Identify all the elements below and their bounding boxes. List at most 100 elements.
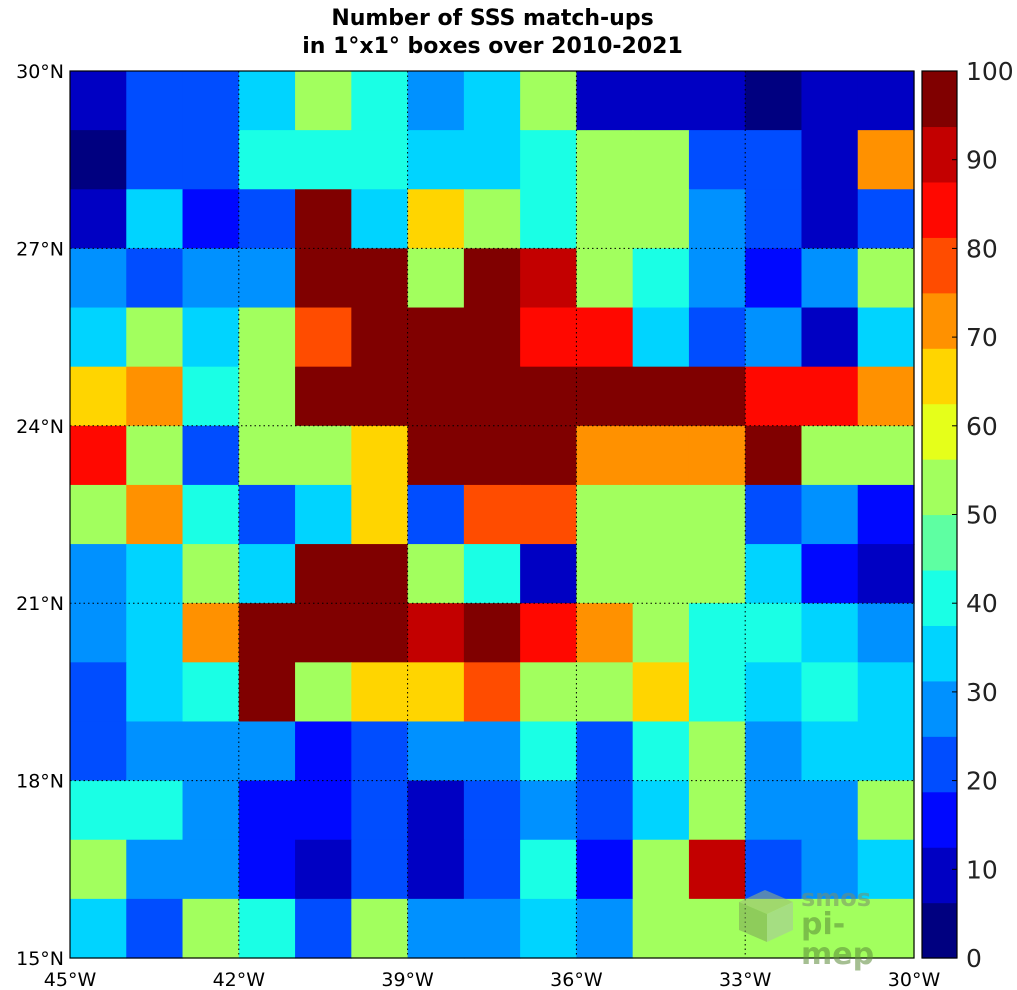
colorbar-tick-label: 60 [966, 412, 998, 441]
heatmap-cell [632, 898, 690, 959]
y-tick-label: 18°N [16, 771, 64, 793]
heatmap-cell [463, 603, 521, 663]
heatmap-cell [688, 248, 746, 309]
colorbar-tick-label: 80 [966, 234, 998, 263]
heatmap-cell [857, 248, 915, 309]
heatmap-cell [632, 425, 690, 486]
heatmap-cell [463, 130, 521, 190]
logo-text-pi-mep: pi-mep [801, 907, 875, 972]
heatmap-cell [70, 484, 127, 545]
heatmap-cell [463, 544, 521, 604]
heatmap-cell [857, 603, 915, 663]
heatmap-cell [407, 780, 465, 841]
heatmap-cell [407, 484, 465, 545]
heatmap-cell [576, 130, 634, 190]
heatmap-cell [126, 721, 184, 782]
y-tick-label: 27°N [16, 238, 64, 260]
heatmap-cell [688, 425, 746, 486]
heatmap-cell [576, 721, 634, 782]
heatmap-cell [351, 484, 409, 545]
heatmap-cell [576, 307, 634, 368]
heatmap-cell [632, 484, 690, 545]
heatmap-cell [182, 248, 240, 309]
heatmap-cell [182, 662, 240, 723]
heatmap-cell [463, 780, 521, 841]
heatmap-cell [632, 307, 690, 368]
heatmap-cell [520, 484, 577, 545]
colorbar-bin [922, 736, 957, 793]
heatmap-cell [295, 662, 352, 723]
colorbar-bin [922, 902, 957, 959]
heatmap-cell [857, 898, 915, 959]
heatmap-cell [238, 780, 296, 841]
heatmap-cell [463, 307, 521, 368]
heatmap-cell [801, 898, 859, 959]
heatmap-cell [351, 898, 409, 959]
heatmap-cell [801, 839, 859, 900]
chart-title-line-1: Number of SSS match-ups [331, 6, 654, 31]
heatmap-cell [351, 71, 409, 131]
heatmap-cell [857, 484, 915, 545]
heatmap-cell [295, 130, 352, 190]
heatmap-cell [745, 721, 803, 782]
heatmap-cell [801, 721, 859, 782]
logo-text-smos: smos [801, 884, 872, 912]
heatmap-cell [520, 780, 577, 841]
heatmap-cell [126, 425, 184, 486]
heatmap-cell [745, 189, 803, 249]
heatmap-cell [182, 544, 240, 604]
heatmap-cell [407, 544, 465, 604]
heatmap-cell [351, 662, 409, 723]
heatmap-cell [351, 839, 409, 900]
heatmap-cell [351, 721, 409, 782]
heatmap-cell [520, 71, 577, 131]
heatmap-cell [857, 780, 915, 841]
logo-cube-icon [739, 890, 793, 942]
heatmap-cell [295, 425, 352, 486]
heatmap-cell [745, 307, 803, 368]
heatmap-cell [576, 839, 634, 900]
heatmap-cell [688, 603, 746, 663]
heatmap-cell [70, 425, 127, 486]
colorbar-bin [922, 680, 957, 737]
heatmap-cell [576, 366, 634, 427]
heatmap-cell [857, 662, 915, 723]
heatmap-cell [351, 248, 409, 309]
heatmap-cell [238, 189, 296, 249]
heatmap-cell [745, 130, 803, 190]
heatmap-cell [126, 130, 184, 190]
colorbar-bin [922, 625, 957, 682]
heatmap-cell [745, 248, 803, 309]
heatmap-cell [126, 248, 184, 309]
heatmap-cell [801, 780, 859, 841]
colorbar-bin [922, 292, 957, 349]
heatmap-cell [632, 71, 690, 131]
heatmap-cell [632, 366, 690, 427]
heatmap-cell [182, 130, 240, 190]
heatmap-cell [70, 307, 127, 368]
heatmap-cell [295, 839, 352, 900]
heatmap-cell [688, 307, 746, 368]
heatmap-cell [295, 366, 352, 427]
chart-title-line-2: in 1°x1° boxes over 2010-2021 [302, 34, 683, 59]
heatmap-cell [463, 484, 521, 545]
heatmap-cell [238, 544, 296, 604]
heatmap-cell [576, 425, 634, 486]
heatmap-cell [70, 189, 127, 249]
heatmap-cell [407, 366, 465, 427]
heatmap-cell [463, 71, 521, 131]
heatmap-cell [688, 544, 746, 604]
heatmap-cell [576, 662, 634, 723]
heatmap-cell [576, 484, 634, 545]
heatmap-cell [520, 130, 577, 190]
colorbar-bin [922, 71, 957, 128]
heatmap-cell [126, 839, 184, 900]
heatmap-cell [801, 248, 859, 309]
heatmap-cell [126, 71, 184, 131]
heatmap-cell [632, 721, 690, 782]
heatmap-cell [70, 721, 127, 782]
heatmap-cell [351, 780, 409, 841]
heatmap-cell [801, 366, 859, 427]
heatmap-cell [182, 189, 240, 249]
